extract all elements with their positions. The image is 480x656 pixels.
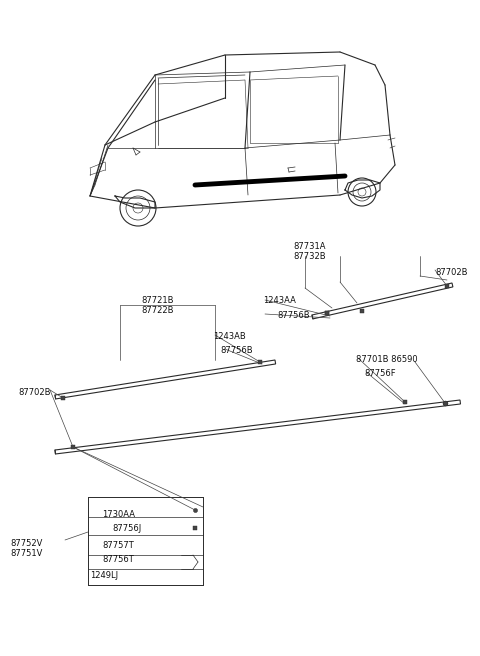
Text: 87756B: 87756B bbox=[277, 311, 310, 320]
Text: 87756T: 87756T bbox=[102, 555, 134, 564]
Text: 87702B: 87702B bbox=[18, 388, 50, 397]
Text: 87756B: 87756B bbox=[220, 346, 252, 355]
Text: 87702B: 87702B bbox=[435, 268, 468, 277]
Text: 87721B
87722B: 87721B 87722B bbox=[142, 296, 174, 316]
Text: 87756F: 87756F bbox=[364, 369, 396, 378]
Text: 87756J: 87756J bbox=[112, 524, 141, 533]
Text: 87757T: 87757T bbox=[102, 541, 134, 550]
Text: 87731A
87732B: 87731A 87732B bbox=[294, 242, 326, 261]
Text: 1243AB: 1243AB bbox=[213, 332, 246, 341]
Text: 87752V
87751V: 87752V 87751V bbox=[10, 539, 42, 558]
Text: 1249LJ: 1249LJ bbox=[90, 571, 118, 580]
Text: 87701B 86590: 87701B 86590 bbox=[356, 355, 418, 364]
Text: 1243AA: 1243AA bbox=[263, 296, 296, 305]
Text: 1730AA: 1730AA bbox=[102, 510, 135, 519]
